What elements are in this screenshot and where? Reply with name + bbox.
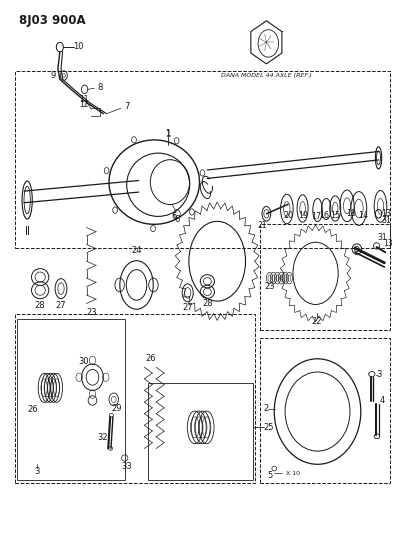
Text: 31: 31	[381, 215, 391, 224]
Text: 16: 16	[320, 212, 330, 220]
Text: DANA MODEL 44 AXLE (REF.): DANA MODEL 44 AXLE (REF.)	[221, 73, 312, 78]
Text: 22: 22	[312, 317, 322, 326]
Text: 15: 15	[330, 212, 340, 220]
Text: 1: 1	[166, 129, 171, 138]
Text: 20: 20	[283, 212, 293, 220]
Text: 4: 4	[380, 397, 385, 406]
Text: 27: 27	[182, 303, 193, 312]
Bar	[261, 338, 390, 483]
Text: 8: 8	[97, 83, 102, 92]
Text: 30: 30	[79, 357, 89, 366]
Text: 3: 3	[34, 467, 40, 475]
Text: 29: 29	[112, 405, 122, 414]
Bar	[15, 314, 255, 483]
Text: 26: 26	[27, 406, 38, 415]
Text: 11: 11	[79, 95, 89, 104]
Text: 23: 23	[264, 282, 275, 291]
Text: 25: 25	[264, 423, 275, 432]
Text: 9: 9	[51, 71, 56, 80]
Text: 13: 13	[381, 209, 391, 218]
Text: 6: 6	[171, 212, 177, 221]
Text: 7: 7	[124, 102, 129, 111]
Text: 1: 1	[165, 130, 170, 139]
Text: 26: 26	[145, 354, 156, 364]
Text: 21: 21	[258, 221, 267, 230]
Text: 28: 28	[202, 299, 213, 308]
Text: 12: 12	[79, 100, 89, 109]
Text: 28: 28	[35, 301, 45, 310]
Text: 32: 32	[98, 433, 109, 442]
Text: 31: 31	[377, 233, 387, 242]
Bar	[261, 224, 390, 330]
Text: 33: 33	[121, 462, 132, 471]
Text: 10: 10	[73, 42, 84, 51]
Text: 5: 5	[268, 471, 273, 480]
Text: X 10: X 10	[286, 471, 300, 476]
Text: 27: 27	[56, 301, 66, 310]
Text: 24: 24	[131, 246, 142, 255]
Text: 23: 23	[86, 309, 97, 318]
Text: 17: 17	[311, 213, 321, 221]
Text: 3: 3	[376, 369, 381, 378]
Text: 8J03 900A: 8J03 900A	[18, 14, 85, 27]
Text: 14: 14	[358, 212, 368, 220]
Text: 2: 2	[263, 405, 268, 414]
Text: 19: 19	[298, 212, 308, 220]
Bar	[148, 383, 253, 480]
Bar	[16, 319, 125, 480]
Bar	[15, 71, 390, 248]
Text: 13: 13	[383, 239, 392, 248]
Text: 6: 6	[174, 215, 180, 224]
Text: 18: 18	[346, 209, 356, 218]
